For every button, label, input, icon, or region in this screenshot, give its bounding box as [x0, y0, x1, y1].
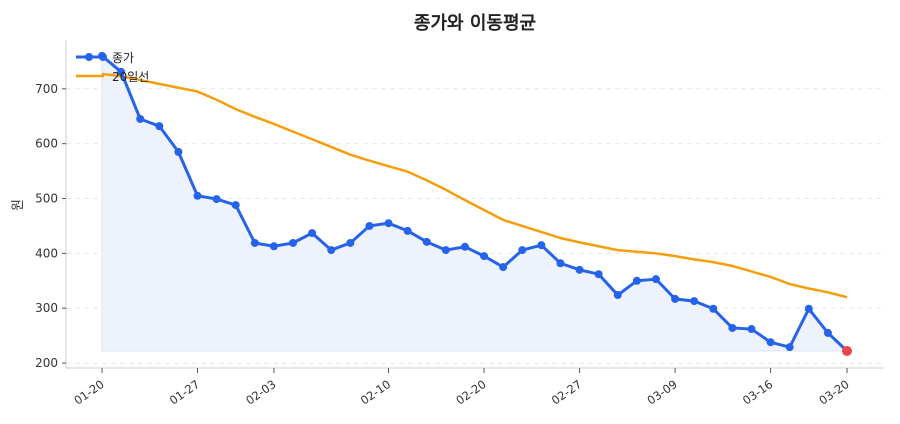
data-point — [193, 191, 202, 200]
data-point — [212, 195, 221, 204]
data-point — [613, 291, 622, 300]
data-point — [269, 242, 278, 251]
y-tick-label: 300 — [35, 301, 58, 315]
data-point — [518, 246, 527, 255]
legend-marker-close — [99, 53, 107, 61]
data-point — [480, 252, 489, 261]
y-tick-label: 400 — [35, 246, 58, 260]
x-tick-label: 01-20 — [71, 377, 106, 408]
data-point — [823, 328, 832, 337]
data-point — [785, 343, 794, 352]
data-point — [384, 219, 393, 228]
data-point — [651, 275, 660, 284]
data-point — [556, 259, 565, 268]
y-tick-label: 600 — [35, 137, 58, 151]
x-tick-label: 02-20 — [453, 377, 488, 408]
data-point — [174, 147, 183, 156]
last-data-point — [842, 345, 852, 356]
y-axis-label: 원 — [11, 199, 26, 211]
data-point — [308, 229, 317, 238]
data-point — [594, 270, 603, 279]
x-tick-label: 02-27 — [549, 377, 584, 408]
data-point — [537, 241, 546, 250]
data-point — [632, 276, 641, 285]
legend-label-ma: 20일선 — [112, 70, 149, 84]
data-point — [766, 338, 775, 347]
y-tick-label: 700 — [35, 82, 58, 96]
data-point — [365, 221, 374, 230]
x-tick-label: 01-27 — [167, 377, 202, 408]
data-point — [690, 297, 699, 306]
x-tick-label: 03-20 — [816, 377, 851, 408]
close-area-fill — [101, 54, 849, 352]
chart-title: 종가와 이동평균 — [414, 13, 536, 34]
x-tick-label: 02-03 — [243, 377, 278, 408]
x-tick-label: 03-16 — [740, 377, 775, 408]
legend-marker-close — [85, 53, 93, 61]
data-point — [709, 304, 718, 313]
data-point — [671, 294, 680, 303]
series-line-20day-ma — [101, 72, 848, 299]
data-point — [136, 114, 145, 123]
data-point — [117, 67, 126, 76]
data-point — [499, 263, 508, 272]
data-point — [231, 201, 240, 210]
legend-label-close: 종가 — [112, 51, 134, 65]
data-point — [346, 238, 355, 247]
series-line-close — [101, 54, 849, 353]
data-point — [289, 238, 298, 247]
data-point — [460, 242, 469, 251]
x-tick-label: 03-09 — [644, 377, 679, 408]
data-point — [728, 323, 737, 332]
legend: 종가 20일선 — [76, 51, 149, 84]
data-point — [327, 246, 336, 255]
data-point — [747, 325, 756, 334]
data-point — [250, 238, 259, 247]
data-point — [804, 304, 813, 313]
data-point — [441, 246, 450, 255]
y-tick-label: 500 — [35, 192, 58, 206]
data-point — [422, 237, 431, 246]
y-tick-label: 200 — [35, 356, 58, 370]
data-point — [155, 122, 164, 131]
data-point — [403, 226, 412, 235]
data-point — [575, 265, 584, 274]
x-tick-label: 02-10 — [358, 377, 393, 408]
